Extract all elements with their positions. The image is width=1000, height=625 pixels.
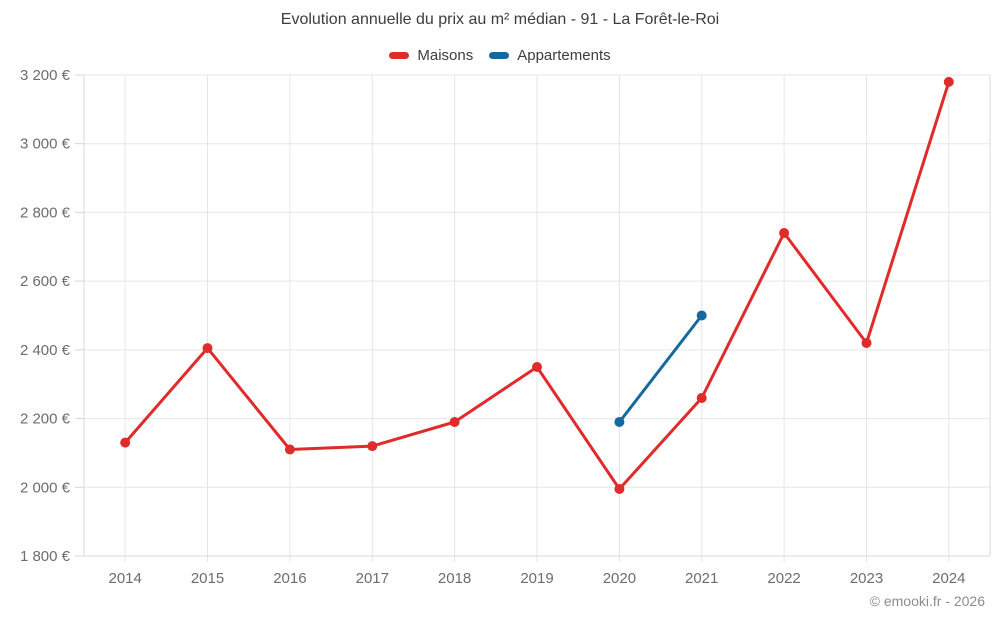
maisons-point[interactable]: [861, 338, 872, 348]
maisons-point[interactable]: [120, 437, 131, 448]
maisons-series-swatch-icon: [389, 52, 410, 59]
x-axis-label: 2014: [109, 570, 142, 587]
x-axis-label: 2018: [438, 570, 471, 587]
y-axis-label: 2 200 €: [20, 411, 71, 428]
legend: Maisons Appartements: [0, 47, 1000, 64]
maisons-point[interactable]: [943, 76, 954, 87]
x-axis-label: 2023: [850, 570, 883, 587]
x-axis-label: 2015: [191, 570, 224, 587]
y-axis-label: 2 000 €: [20, 479, 71, 496]
legend-label-maisons: Maisons: [417, 47, 474, 64]
y-axis-label: 2 800 €: [20, 204, 71, 221]
legend-label-appartements: Appartements: [517, 47, 611, 64]
y-axis-label: 1 800 €: [20, 548, 71, 565]
maisons-point[interactable]: [532, 362, 542, 372]
copyright: © emooki.fr - 2026: [869, 593, 985, 609]
legend-item-appartements[interactable]: Appartements: [489, 47, 611, 64]
y-axis-label: 2 400 €: [20, 342, 71, 359]
maisons-point[interactable]: [202, 343, 213, 354]
maisons-point[interactable]: [779, 228, 790, 238]
x-axis-label: 2017: [356, 570, 389, 587]
y-axis-label: 2 600 €: [20, 273, 71, 290]
x-axis-label: 2019: [520, 570, 553, 587]
legend-item-maisons[interactable]: Maisons: [389, 47, 473, 64]
chart-title: Evolution annuelle du prix au m² médian …: [280, 11, 720, 28]
x-axis-label: 2021: [685, 570, 718, 587]
appartements-series-swatch-icon: [489, 52, 510, 59]
appartements-point[interactable]: [696, 310, 707, 321]
maisons-point[interactable]: [614, 484, 625, 494]
appartements-line: [617, 314, 704, 424]
maisons-point[interactable]: [449, 417, 460, 427]
appartements-point[interactable]: [614, 417, 625, 427]
maisons-point[interactable]: [696, 393, 707, 403]
maisons-point[interactable]: [367, 441, 378, 452]
y-axis-label: 3 200 €: [20, 67, 71, 84]
maisons-point[interactable]: [284, 444, 295, 455]
x-axis-label: 2016: [273, 570, 306, 587]
x-axis-label: 2020: [603, 570, 636, 587]
x-axis-label: 2022: [767, 570, 800, 587]
x-axis-label: 2024: [932, 570, 965, 587]
y-axis-label: 3 000 €: [20, 136, 71, 153]
